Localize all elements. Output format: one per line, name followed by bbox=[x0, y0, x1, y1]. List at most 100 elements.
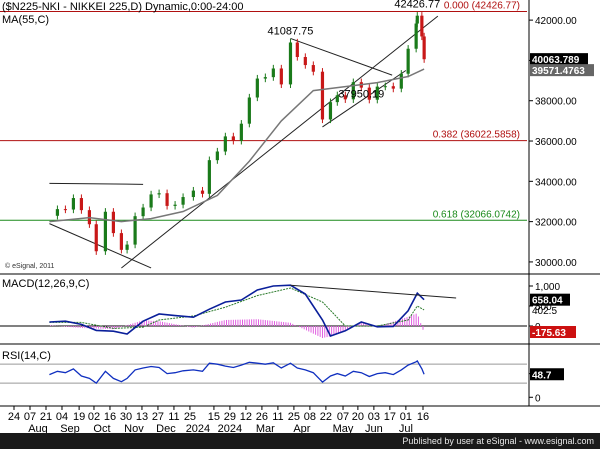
fib-level-label: 0.000 (42426.77) bbox=[444, 1, 520, 12]
last-price-label: 40063.789 bbox=[532, 55, 580, 66]
x-axis: 24 07 21 04 19 02 16 30 13 27 11 25 15 29 12 26 11 25 08 22… bbox=[8, 406, 429, 435]
candle-body bbox=[191, 190, 195, 198]
rsi-title: RSI(14,C) bbox=[2, 350, 51, 362]
x-period-label: Aug bbox=[28, 423, 48, 435]
candle-body bbox=[288, 42, 293, 85]
candle-body bbox=[165, 193, 169, 206]
macd-title: MACD(12,26,9,C) bbox=[2, 278, 89, 290]
candle-body bbox=[399, 73, 403, 89]
candle-body bbox=[200, 190, 205, 194]
candle-body bbox=[55, 209, 60, 216]
x-date-label: 11 bbox=[272, 411, 283, 423]
candle-body bbox=[383, 86, 387, 88]
candle-body bbox=[239, 123, 243, 141]
candle-body bbox=[125, 244, 129, 250]
candle-body bbox=[149, 194, 153, 208]
macd-ytick-label: 1,000 bbox=[535, 282, 560, 293]
x-date-label: 15 bbox=[208, 411, 220, 423]
price-trendline bbox=[290, 37, 393, 76]
candle-body bbox=[215, 151, 219, 161]
rsi-line bbox=[49, 359, 425, 384]
x-date-label: 19 bbox=[73, 411, 85, 423]
x-period-label: Sep bbox=[60, 423, 80, 435]
fib-level-label: 0.382 (36022.5858) bbox=[433, 130, 520, 141]
x-date-label: 25 bbox=[184, 411, 196, 423]
macd-value-label: 658.04 bbox=[532, 296, 563, 307]
candle-body bbox=[133, 216, 137, 245]
macd-ytick-label: 500 bbox=[535, 302, 552, 313]
price-trendline bbox=[49, 182, 144, 185]
candle-body bbox=[271, 68, 275, 78]
candle-body bbox=[103, 211, 107, 252]
candle-body bbox=[207, 160, 211, 194]
ma55-line bbox=[49, 68, 425, 223]
x-date-label: 16 bbox=[104, 411, 116, 423]
candle-body bbox=[79, 198, 84, 211]
candle-body bbox=[223, 136, 227, 152]
candle-body bbox=[351, 82, 355, 100]
candle-body bbox=[279, 68, 283, 85]
x-date-label: 11 bbox=[168, 411, 179, 423]
candle-body bbox=[247, 97, 251, 124]
price-pane: 0.000 (42426.77) 0.382 (36022.5858) 0.618 … bbox=[0, 0, 594, 270]
candle-body bbox=[295, 42, 299, 57]
x-period-label: Apr bbox=[293, 423, 310, 435]
price-ytick-label: 30000.00 bbox=[535, 258, 577, 269]
x-date-label: 17 bbox=[384, 411, 396, 423]
candle-body bbox=[415, 15, 419, 24]
fib-level-label: 0.618 (32066.0742) bbox=[433, 209, 520, 220]
candle-body bbox=[263, 77, 267, 79]
x-date-label: 01 bbox=[400, 411, 412, 423]
price-chart-title: ($N225-NKI - NIKKEI 225,D) Dynamic,0:00-… bbox=[2, 1, 244, 13]
candle-body bbox=[63, 209, 68, 211]
chart-frame bbox=[0, 0, 600, 407]
x-period-label: Jul bbox=[399, 423, 413, 435]
price-ytick-label: 32000.00 bbox=[535, 218, 577, 229]
candle-body bbox=[335, 95, 339, 103]
x-date-label: 25 bbox=[288, 411, 300, 423]
rsi-value-label-bg bbox=[530, 368, 564, 381]
x-period-label: Dec bbox=[156, 423, 176, 435]
x-date-label: 29 bbox=[224, 411, 236, 423]
candle-body bbox=[420, 15, 424, 37]
candle-body bbox=[391, 86, 395, 89]
footer-publisher: Published by user at eSignal - www.esign… bbox=[0, 433, 600, 449]
x-period-label: 2024 bbox=[186, 423, 210, 435]
candle-body bbox=[141, 207, 145, 217]
x-period-label: May bbox=[333, 423, 354, 435]
x-date-label: 24 bbox=[8, 411, 20, 423]
candle-body bbox=[343, 95, 347, 100]
rsi-value-label: 48.7 bbox=[532, 370, 552, 381]
x-date-label: 16 bbox=[417, 411, 429, 423]
macd-signal-line bbox=[49, 287, 425, 329]
x-period-label: Oct bbox=[93, 423, 110, 435]
ma-value-label-bg bbox=[530, 64, 594, 77]
candle-body bbox=[119, 233, 123, 250]
candle-body bbox=[367, 87, 371, 100]
ma-value-label: 39571.4763 bbox=[532, 66, 585, 77]
candle-body bbox=[375, 86, 379, 100]
candle-body bbox=[157, 193, 161, 195]
macd-value-label-bg bbox=[530, 293, 570, 306]
x-date-label: 20 bbox=[352, 411, 364, 423]
candle-body bbox=[422, 36, 426, 60]
candle-body bbox=[328, 102, 333, 120]
x-period-label: Jun bbox=[365, 423, 383, 435]
candle-body bbox=[414, 23, 418, 49]
x-date-label: 13 bbox=[136, 411, 148, 423]
x-date-label: 04 bbox=[56, 411, 68, 423]
candle-body bbox=[94, 224, 98, 252]
macd-trendline bbox=[290, 284, 457, 299]
x-date-label: 07 bbox=[337, 411, 349, 423]
x-date-label: 08 bbox=[304, 411, 316, 423]
price-annotation: 41087.75 bbox=[268, 26, 314, 38]
copyright-text: © eSignal, 2011 bbox=[5, 262, 55, 270]
price-trendline bbox=[49, 223, 152, 269]
candle-body bbox=[320, 71, 325, 120]
x-date-label: 03 bbox=[368, 411, 380, 423]
macd-histogram-value: -175.63 bbox=[532, 328, 566, 339]
price-annotation: 42426.77 bbox=[394, 0, 440, 11]
x-period-label: 2024 bbox=[218, 423, 242, 435]
x-date-label: 21 bbox=[40, 411, 52, 423]
